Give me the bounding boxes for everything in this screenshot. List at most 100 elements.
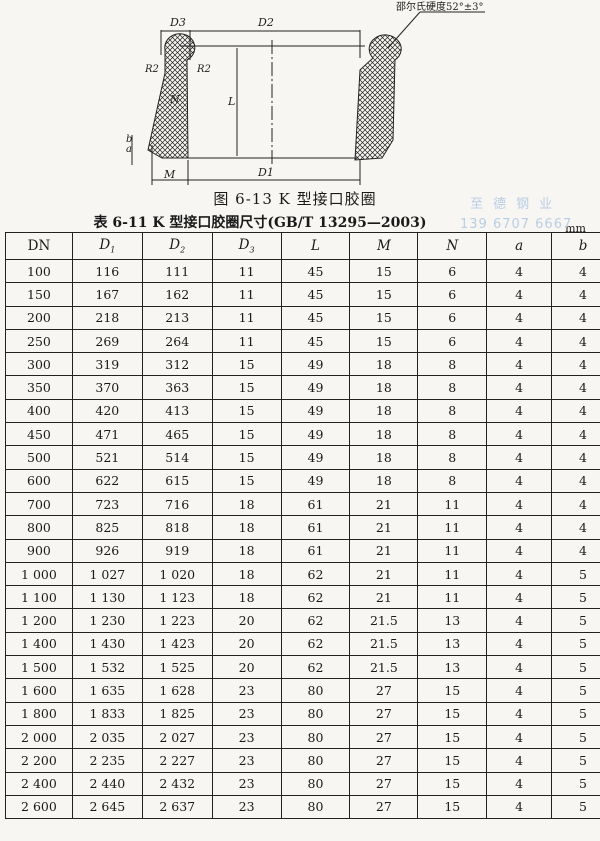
table-cell: 250 [5,328,73,354]
table-cell: 4 [486,748,553,773]
column-header: M [349,232,419,260]
table-title: 表 6-11 K 型接口胶圈尺寸(GB/T 13295—2003) [93,215,427,231]
table-cell: 4 [551,445,600,470]
table-cell: 1 200 [5,608,73,633]
table-row: 450 471 465 15 49 18 8 4 4 [5,422,600,447]
table-cell: 514 [141,445,213,470]
table-cell: 6 [417,328,488,354]
table-cell: 5 [551,655,600,680]
hardness-note: 邵尔氏硬度52°±3° [396,0,483,13]
table-cell: 5 [551,561,600,587]
table-cell: 4 [551,468,600,493]
table-cell: 18 [349,445,419,470]
l-label: L [227,95,235,108]
table-cell: 2 645 [71,794,143,820]
table-cell: 350 [5,375,73,400]
table-row: 1 100 1 130 1 123 18 62 21 11 4 5 [5,585,600,610]
table-cell: 2 400 [5,771,73,796]
table-cell: 1 400 [5,631,73,657]
gasket-right-section [354,34,402,161]
table-cell: 4 [486,724,553,750]
table-cell: 413 [141,398,213,424]
table-cell: 27 [349,724,419,750]
table-cell: 49 [280,398,351,424]
table-cell: 1 825 [141,701,213,726]
table-cell: 49 [280,352,351,377]
table-cell: 23 [211,794,282,820]
table-cell: 4 [486,631,553,657]
header-main: D [169,237,181,254]
table-cell: 1 532 [71,655,143,680]
figure-caption: 图 6-13 K 型接口胶圈 [213,190,377,208]
table-cell: 13 [417,631,488,657]
table-cell: 23 [211,748,282,773]
table-cell: 23 [211,678,282,703]
table-cell: 200 [5,305,73,330]
table-cell: 1 100 [5,585,73,610]
table-cell: 11 [211,258,282,284]
table-cell: 1 130 [71,585,143,610]
table-cell: 49 [280,422,351,447]
table-cell: 21 [349,561,419,587]
table-row: 2 000 2 035 2 027 23 80 27 15 4 5 [5,724,600,750]
table-cell: 400 [5,398,73,424]
table-cell: 1 500 [5,655,73,680]
column-header: b [551,232,600,260]
table-cell: 370 [71,375,143,400]
table-cell: 1 525 [141,655,213,680]
table-cell: 62 [280,631,351,657]
table-cell: 27 [349,748,419,773]
table-cell: 1 628 [141,678,213,703]
column-header: D3 [211,232,282,260]
table-cell: 6 [417,282,488,307]
table-cell: 1 000 [5,561,73,587]
table-cell: 4 [486,608,553,633]
table-cell: 5 [551,724,600,750]
table-cell: 18 [349,398,419,424]
table-cell: 2 432 [141,771,213,796]
table-cell: 2 027 [141,724,213,750]
table-cell: 4 [486,701,553,726]
header-subscript: 3 [249,245,255,255]
table-cell: 23 [211,701,282,726]
d3-label: D3 [169,16,186,29]
table-cell: 5 [551,701,600,726]
table-cell: 4 [551,328,600,354]
table-cell: 4 [486,258,553,284]
table-cell: 4 [486,398,553,424]
table-cell: 15 [211,445,282,470]
table-cell: 80 [280,748,351,773]
table-row: 1 200 1 230 1 223 20 62 21.5 13 4 5 [5,608,600,633]
column-header: DN [5,232,73,260]
table-cell: 62 [280,585,351,610]
table-cell: 21 [349,585,419,610]
table-cell: 27 [349,701,419,726]
table-cell: 49 [280,468,351,493]
table-cell: 521 [71,445,143,470]
table-row: 400 420 413 15 49 18 8 4 4 [5,398,600,424]
table-cell: 4 [486,655,553,680]
table-cell: 21.5 [349,631,419,657]
table-cell: 5 [551,794,600,820]
table-cell: 1 123 [141,585,213,610]
table-cell: 167 [71,282,143,307]
table-cell: 11 [417,491,488,517]
table-cell: 18 [211,538,282,563]
table-cell: 450 [5,422,73,447]
table-cell: 4 [486,375,553,400]
m-label: M [163,168,176,181]
header-subscript: 1 [110,245,116,255]
table-cell: 18 [349,375,419,400]
table-cell: 15 [417,771,488,796]
table-cell: 4 [551,422,600,447]
table-cell: 4 [551,398,600,424]
table-cell: 80 [280,771,351,796]
unit-label: mm [565,222,586,235]
table-row: 2 200 2 235 2 227 23 80 27 15 4 5 [5,748,600,773]
table-cell: 4 [486,282,553,307]
header-main: DN [27,238,51,254]
table-cell: 4 [486,422,553,447]
table-cell: 4 [551,352,600,377]
table-cell: 1 833 [71,701,143,726]
r2-right-label: R2 [196,64,211,75]
